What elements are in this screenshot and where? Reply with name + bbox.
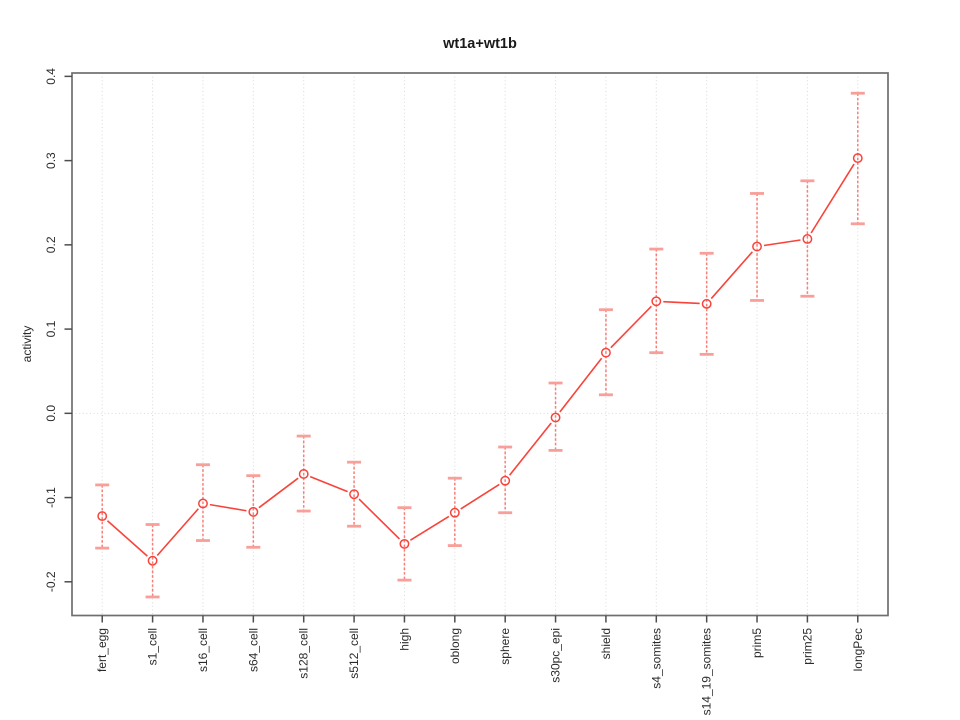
x-tick-label: s512_cell [347,628,361,679]
data-point-marker [651,296,662,307]
series-line-segment [763,239,801,247]
series-line-segment [810,163,855,234]
data-point-marker [802,234,813,244]
series-line-segment [710,251,754,300]
chart-title: wt1a+wt1b [443,36,517,52]
plot-box [71,72,889,617]
y-tick-label: 0.0 [44,405,58,422]
series-line-segment [358,498,401,540]
x-tick-label: s16_cell [196,628,210,672]
data-point-marker [500,475,511,486]
series-line-segment [559,357,603,413]
series-line-segment [460,483,500,510]
y-tick-label: 0.1 [44,320,58,337]
series-line-segment [156,508,199,557]
x-tick-label: high [397,628,411,651]
x-tick-label: sphere [498,628,512,665]
data-point-marker [752,241,762,252]
x-tick-label: s30pc_epi [549,628,563,683]
x-tick-label: fert_egg [95,628,109,672]
data-point-marker [701,298,712,309]
series-line-segment [409,515,450,541]
series-line-segment [309,475,348,493]
series-line-segment [610,305,652,349]
x-tick-label: s4_somites [649,628,663,689]
y-tick-label: 0.4 [44,68,58,85]
y-tick-label: 0.2 [44,236,58,253]
x-tick-label: oblong [448,628,462,664]
series-line-segment [258,477,299,509]
x-tick-label: shield [599,628,613,659]
x-tick-label: prim25 [800,628,814,665]
x-tick-label: s1_cell [146,628,160,665]
data-point-marker [550,412,561,423]
x-tick-label: s64_cell [246,628,260,672]
data-point-marker [298,469,309,479]
x-tick-label: s14_19_somites [700,628,714,715]
data-point-marker [399,538,410,549]
y-tick-label: -0.1 [44,487,58,508]
y-tick-label: -0.2 [44,571,58,592]
y-tick-label: 0.3 [44,152,58,169]
data-point-marker [349,489,360,500]
x-tick-label: prim5 [750,628,764,658]
series-line-segment [209,503,247,512]
data-point-marker [198,498,208,509]
data-point-marker [248,506,259,517]
series-line-segment [663,300,700,305]
data-point-marker [147,555,158,566]
data-point-marker [97,511,108,522]
series-line-segment [106,520,148,557]
series-line-segment [508,422,552,476]
data-point-marker [600,347,611,358]
data-point-marker [852,153,863,164]
x-tick-label: s128_cell [297,628,311,679]
x-tick-label: longPec [851,628,865,671]
data-point-marker [449,507,460,518]
